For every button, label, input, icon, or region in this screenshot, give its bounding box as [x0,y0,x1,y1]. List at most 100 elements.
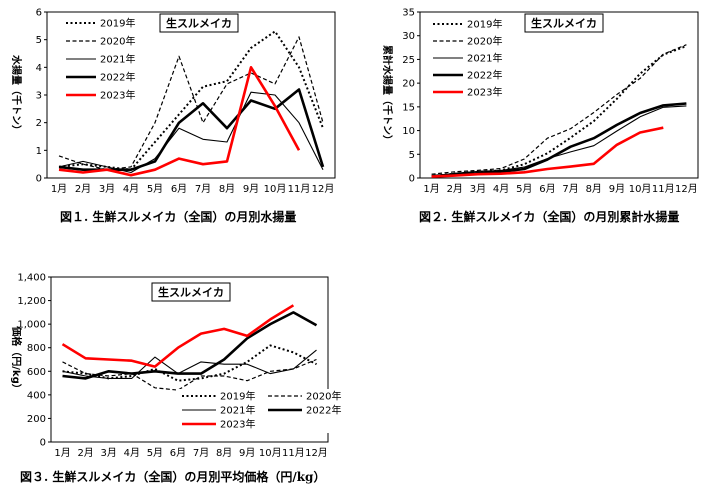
series-line-2023 [431,126,664,178]
x-tick-label: 1月 [54,447,70,459]
series-line-2023 [61,304,295,368]
y-tick-label: 400 [27,390,46,401]
x-tick-label: 6月 [539,183,555,195]
y-axis-label: 累計水揚量（千トン） [381,45,394,145]
x-tick-label: 5月 [147,447,163,459]
y-tick-label: 30 [402,31,415,42]
x-tick-label: 12月 [675,183,698,195]
y-tick-label: 20 [402,79,415,90]
y-tick-label: 2 [36,118,42,129]
y-tick-label: 10 [402,126,415,137]
x-tick-label: 10月 [629,183,652,195]
legend-label: 2023年 [467,86,502,99]
legend-label: 2019年 [100,17,135,30]
legend-label: 2020年 [306,390,341,403]
x-tick-label: 2月 [77,447,93,459]
x-tick-label: 3月 [101,447,117,459]
y-axis-label: 価格（円/kg） [10,325,23,393]
x-tick-label: 5月 [147,183,163,195]
series-line-2021 [431,105,687,177]
x-tick-label: 7月 [195,183,211,195]
y-tick-label: 1 [36,146,42,157]
x-tick-label: 1月 [51,183,67,195]
x-tick-label: 11月 [652,183,675,195]
y-tick-label: 600 [27,367,46,378]
y-tick-label: 200 [27,414,46,425]
series-line-2023 [58,66,301,177]
x-tick-label: 12月 [305,447,328,459]
y-tick-label: 0 [40,438,46,449]
legend-label: 2022年 [100,71,135,84]
y-tick-label: 3 [36,91,42,102]
x-tick-label: 10月 [264,183,287,195]
plot-frame [419,11,699,179]
legend-label: 2021年 [467,52,502,65]
chart-badge-box [524,13,604,33]
chart-badge-label: 生スルメイカ [158,285,224,299]
caption-chart-1: 図１. 生鮮スルメイカ（全国）の月別水揚量 [60,210,297,224]
x-tick-label: 8月 [586,183,602,195]
chart-badge-box [151,282,231,302]
x-tick-label: 5月 [516,183,532,195]
chart-badge-box [159,13,239,33]
caption-chart-2: 図２. 生鮮スルメイカ（全国）の月別累計水揚量 [419,210,680,224]
y-tick-label: 800 [27,343,46,354]
legend-label: 2021年 [100,53,135,66]
y-tick-label: 4 [36,63,42,74]
legend-label: 2019年 [467,18,502,31]
chart-badge-label: 生スルメイカ [166,16,232,30]
y-tick-label: 15 [402,102,415,113]
x-tick-label: 7月 [562,183,578,195]
x-tick-label: 6月 [171,183,187,195]
y-tick-label: 1,000 [17,320,46,331]
chart-badge-label: 生スルメイカ [531,16,597,30]
x-tick-label: 11月 [282,447,305,459]
x-tick-label: 8月 [219,183,235,195]
x-tick-label: 6月 [170,447,186,459]
legend-label: 2023年 [220,418,255,431]
plot-frame [50,276,329,443]
series-line-2022 [62,311,318,380]
y-tick-label: 5 [409,150,415,161]
y-axis-label: 水揚量（千トン） [10,54,23,135]
legend-label: 2023年 [100,89,135,102]
x-tick-label: 9月 [609,183,625,195]
x-tick-label: 7月 [193,447,209,459]
x-tick-label: 1月 [423,183,439,195]
x-tick-label: 4月 [123,183,139,195]
x-tick-label: 10月 [259,447,282,459]
series-line-2019 [58,30,324,171]
series-line-2021 [58,91,324,174]
y-tick-label: 1,200 [17,296,46,307]
y-tick-label: 5 [36,35,42,46]
y-tick-label: 0 [36,174,42,185]
series-line-2021 [62,349,317,379]
legend-label: 2022年 [467,69,502,82]
x-tick-label: 3月 [470,183,486,195]
series-line-2020 [431,44,687,175]
y-tick-label: 1,400 [17,273,46,284]
legend-label: 2022年 [306,404,341,417]
x-tick-label: 8月 [216,447,232,459]
x-tick-label: 9月 [239,447,255,459]
y-tick-label: 6 [36,8,42,19]
legend-label: 2019年 [220,390,255,403]
x-tick-label: 4月 [124,447,140,459]
legend-label: 2020年 [100,35,135,48]
x-tick-label: 12月 [312,183,335,195]
x-tick-label: 11月 [288,183,311,195]
x-tick-label: 4月 [493,183,509,195]
series-line-2019 [62,344,317,382]
y-tick-label: 35 [402,8,415,19]
x-tick-label: 9月 [243,183,259,195]
legend-label: 2021年 [220,404,255,417]
x-tick-label: 2月 [447,183,463,195]
y-tick-label: 25 [402,55,415,66]
legend-label: 2020年 [467,35,502,48]
y-tick-label: 0 [409,174,415,185]
x-tick-label: 3月 [99,183,115,195]
caption-chart-3: 図３. 生鮮スルメイカ（全国）の月別平均価格（円/kg） [20,470,326,484]
